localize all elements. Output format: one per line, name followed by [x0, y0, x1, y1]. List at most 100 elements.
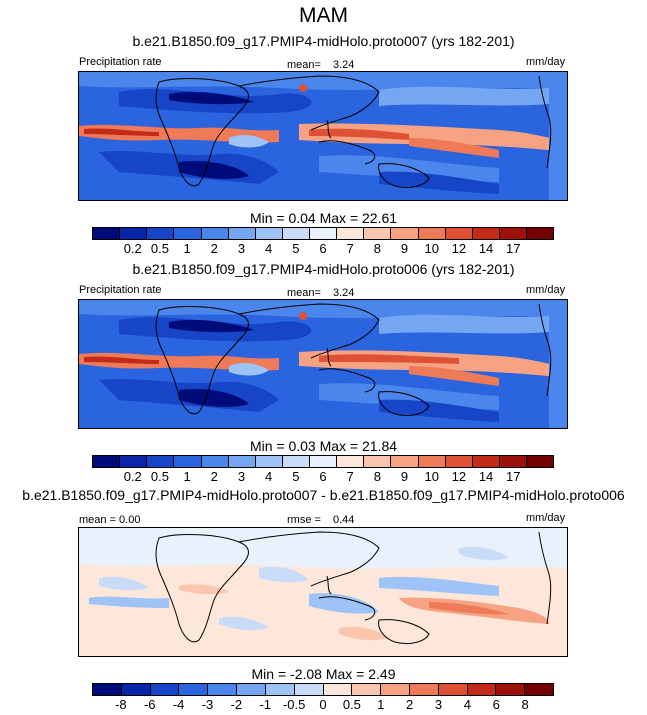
colorbar-tick-label: -4: [172, 697, 185, 712]
colorbar-tick-label: 10: [424, 469, 439, 484]
colorbar-tick-label: 6: [319, 241, 327, 256]
colorbar-swatch: [310, 228, 338, 239]
colorbar-swatch: [93, 456, 121, 467]
colorbar-swatch: [337, 228, 365, 239]
colorbar-tick-label: 6: [492, 697, 500, 712]
colorbar-swatch: [418, 456, 446, 467]
colorbar-tick-label: 4: [463, 697, 471, 712]
colorbar-swatch: [438, 684, 468, 695]
colorbar-tick-label: 14: [478, 469, 494, 484]
colorbar-tick-label: 3: [434, 697, 443, 712]
colorbar-swatch: [265, 684, 295, 695]
colorbar-tick-label: 4: [265, 469, 273, 484]
colorbar-swatch: [282, 456, 310, 467]
colorbar-swatch: [525, 684, 553, 695]
colorbar-swatch: [120, 228, 148, 239]
colorbar-swatch: [364, 456, 392, 467]
panel-2-map: [78, 299, 568, 429]
panel-2-minmax: Min = 0.03 Max = 21.84: [249, 438, 398, 454]
panel-3-colorbar-ticks: -8 -6 -4 -3 -2 -1 -0.5 0 0.5 1 2 3 4 6 8: [92, 697, 554, 713]
panel-3-minmax: Min = -2.08 Max = 2.49: [251, 666, 396, 682]
colorbar-tick-label: 9: [400, 241, 409, 256]
colorbar-tick-label: -2: [230, 697, 243, 712]
colorbar-tick-label: 0.5: [150, 469, 169, 484]
panel-3-mean-label: mean = 0.00: [79, 514, 141, 526]
panel-1-map: [78, 71, 568, 201]
colorbar-tick-label: 17: [506, 241, 521, 256]
colorbar-tick-label: 1: [377, 697, 385, 712]
colorbar-swatch: [93, 228, 121, 239]
colorbar-swatch: [381, 684, 410, 695]
colorbar-swatch: [418, 228, 446, 239]
panel-2-colorbar: [92, 455, 554, 468]
colorbar-swatch: [391, 228, 419, 239]
colorbar-tick-label: -3: [201, 697, 214, 712]
colorbar-tick-label: 4: [265, 241, 273, 256]
colorbar-swatch: [527, 228, 554, 239]
colorbar-tick-label: 10: [424, 241, 439, 256]
colorbar-tick-label: 0.5: [342, 697, 361, 712]
colorbar-tick-label: 0.2: [123, 469, 142, 484]
colorbar-swatch: [499, 456, 527, 467]
colorbar-swatch: [150, 684, 180, 695]
colorbar-tick-label: 8: [373, 469, 381, 484]
panel-1-units: mm/day: [526, 56, 566, 68]
colorbar-swatch: [228, 456, 256, 467]
colorbar-swatch: [352, 684, 382, 695]
colorbar-tick-label: 3: [237, 469, 246, 484]
colorbar-tick-label: 3: [237, 241, 246, 256]
colorbar-swatch: [294, 684, 324, 695]
colorbar-swatch: [147, 456, 175, 467]
panel-2-units: mm/day: [526, 284, 566, 296]
colorbar-tick-label: 12: [451, 469, 467, 484]
colorbar-tick-label: 0: [319, 697, 327, 712]
colorbar-swatch: [364, 228, 392, 239]
panel-1-colorbar-ticks: 0.2 0.5 1 2 3 4 5 6 7 8 9 10 12 14 17: [92, 241, 554, 257]
colorbar-tick-label: 2: [406, 697, 414, 712]
panel-3-rmse-label: rmse =: [287, 514, 321, 526]
colorbar-swatch: [255, 456, 283, 467]
panel-1-minmax: Min = 0.04 Max = 22.61: [249, 210, 398, 226]
colorbar-swatch: [174, 456, 202, 467]
colorbar-swatch: [201, 228, 229, 239]
colorbar-tick-label: -8: [115, 697, 127, 712]
colorbar-tick-label: 12: [451, 241, 467, 256]
colorbar-swatch: [282, 228, 310, 239]
panel-2-title: b.e21.B1850.f09_g17.PMIP4-midHolo.proto0…: [132, 261, 515, 277]
colorbar-swatch: [237, 684, 266, 695]
colorbar-swatch: [120, 456, 148, 467]
colorbar-swatch: [445, 228, 473, 239]
colorbar-swatch: [310, 456, 338, 467]
colorbar-swatch: [472, 228, 500, 239]
colorbar-tick-label: 1: [183, 469, 191, 484]
colorbar-tick-label: 2: [210, 241, 218, 256]
colorbar-tick-label: 0.5: [150, 241, 169, 256]
panel-2-colorbar-ticks: 0.2 0.5 1 2 3 4 5 6 7 8 9 10 12 14 17: [92, 469, 554, 485]
panel-3-title: b.e21.B1850.f09_g17.PMIP4-midHolo.proto0…: [22, 487, 625, 503]
colorbar-swatch: [201, 456, 229, 467]
colorbar-tick-label: 1: [183, 241, 191, 256]
colorbar-swatch: [93, 684, 122, 695]
colorbar-tick-label: -1: [259, 697, 272, 712]
colorbar-swatch: [337, 456, 365, 467]
colorbar-tick-label: -6: [143, 697, 156, 712]
colorbar-swatch: [228, 228, 256, 239]
colorbar-swatch: [147, 228, 175, 239]
colorbar-tick-label: 7: [346, 241, 354, 256]
colorbar-tick-label: 14: [478, 241, 494, 256]
colorbar-swatch: [527, 456, 554, 467]
figure-title: MAM: [299, 4, 348, 27]
colorbar-tick-label: 9: [400, 469, 409, 484]
colorbar-tick-label: 7: [346, 469, 354, 484]
colorbar-swatch: [323, 684, 353, 695]
colorbar-swatch: [255, 228, 283, 239]
colorbar-tick-label: 17: [506, 469, 521, 484]
colorbar-tick-label: 8: [373, 241, 381, 256]
colorbar-swatch: [208, 684, 238, 695]
panel-3-units: mm/day: [526, 512, 566, 524]
colorbar-swatch: [467, 684, 497, 695]
colorbar-tick-label: 5: [292, 469, 300, 484]
colorbar-swatch: [174, 228, 202, 239]
colorbar-tick-label: 5: [292, 241, 300, 256]
colorbar-swatch: [179, 684, 209, 695]
